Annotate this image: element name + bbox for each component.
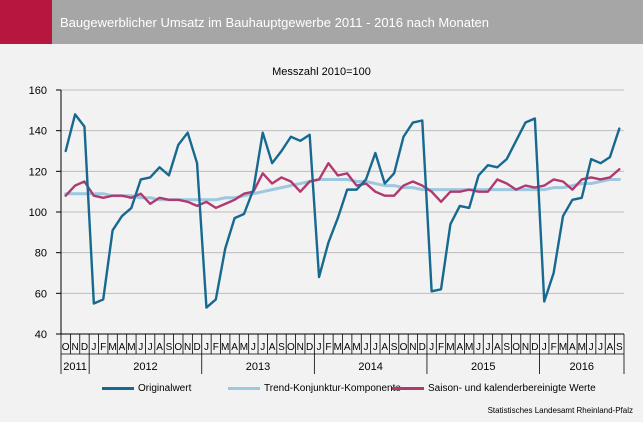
x-month-label: M (334, 342, 342, 353)
x-month-label: A (494, 342, 501, 353)
header-accent-block (0, 0, 52, 44)
y-tick-label: 120 (29, 166, 47, 178)
x-month-label: J (91, 342, 96, 353)
x-month-label: D (419, 342, 426, 353)
x-month-label: J (251, 342, 256, 353)
x-month-label: M (108, 342, 116, 353)
x-month-label: D (531, 342, 538, 353)
x-month-label: M (221, 342, 229, 353)
x-month-label: A (119, 342, 126, 353)
x-month-label: O (287, 342, 295, 353)
x-month-label: A (156, 342, 163, 353)
y-tick-label: 60 (35, 288, 47, 300)
x-year-label: 2014 (358, 361, 382, 373)
y-tick-label: 80 (35, 248, 47, 260)
x-month-label: J (429, 342, 434, 353)
x-month-label: F (325, 342, 331, 353)
legend-label-trend: Trend-Konjunktur-Komponente (264, 383, 401, 394)
y-tick-label: 160 (29, 85, 47, 97)
legend-swatch-originalwert (102, 387, 134, 390)
legend-item-trend: Trend-Konjunktur-Komponente (228, 383, 401, 394)
x-month-label: A (456, 342, 463, 353)
x-year-label: 2016 (570, 361, 594, 373)
x-month-label: S (616, 342, 623, 353)
chart-subtitle: Messzahl 2010=100 (272, 66, 371, 78)
legend-label-originalwert: Originalwert (138, 383, 192, 394)
legend-item-saison: Saison- und kalenderbereinigte Werte (392, 383, 596, 394)
x-month-label: A (269, 342, 276, 353)
x-month-label: N (522, 342, 529, 353)
source-note: Statistisches Landesamt Rheinland-Pfalz (487, 406, 633, 415)
y-tick-label: 100 (29, 207, 47, 219)
x-month-label: N (184, 342, 191, 353)
x-month-label: A (569, 342, 576, 353)
x-month-label: O (400, 342, 408, 353)
x-month-label: O (512, 342, 520, 353)
x-year-label: 2011 (63, 361, 87, 373)
x-month-label: J (373, 342, 378, 353)
x-month-label: J (598, 342, 603, 353)
x-month-label: N (71, 342, 78, 353)
x-month-label: J (148, 342, 153, 353)
legend-swatch-trend (228, 387, 260, 390)
x-month-label: J (204, 342, 209, 353)
x-month-label: M (127, 342, 135, 353)
x-month-label: M (559, 342, 567, 353)
legend-label-saison: Saison- und kalenderbereinigte Werte (428, 383, 596, 394)
x-month-label: M (446, 342, 454, 353)
x-month-label: J (589, 342, 594, 353)
series-line-saison (64, 161, 621, 210)
x-month-label: A (344, 342, 351, 353)
x-month-label: S (278, 342, 285, 353)
x-month-label: O (174, 342, 182, 353)
x-month-label: S (391, 342, 398, 353)
x-month-label: J (363, 342, 368, 353)
x-month-label: A (381, 342, 388, 353)
x-month-label: N (409, 342, 416, 353)
x-month-label: O (62, 342, 70, 353)
legend-item-originalwert: Originalwert (102, 383, 191, 394)
x-month-label: J (260, 342, 265, 353)
chart-title: Baugewerblicher Umsatz im Bauhauptgewerb… (60, 14, 490, 30)
x-month-label: S (166, 342, 173, 353)
x-month-label: F (551, 342, 557, 353)
x-month-label: J (542, 342, 547, 353)
y-tick-label: 140 (29, 126, 47, 138)
x-month-label: M (465, 342, 473, 353)
header-bar: Baugewerblicher Umsatz im Bauhauptgewerb… (52, 0, 643, 44)
x-month-label: N (297, 342, 304, 353)
x-month-label: F (100, 342, 106, 353)
x-month-label: A (231, 342, 238, 353)
x-month-label: J (317, 342, 322, 353)
x-month-label: M (578, 342, 586, 353)
x-month-label: M (352, 342, 360, 353)
x-month-label: J (476, 342, 481, 353)
legend-swatch-saison (392, 387, 424, 390)
x-month-label: D (193, 342, 200, 353)
x-month-label: F (213, 342, 219, 353)
x-month-label: J (485, 342, 490, 353)
series-line-originalwert (64, 113, 621, 309)
x-month-label: M (240, 342, 248, 353)
x-year-label: 2013 (246, 361, 270, 373)
x-month-label: D (306, 342, 313, 353)
x-month-label: F (438, 342, 444, 353)
x-month-label: D (81, 342, 88, 353)
x-month-label: J (138, 342, 143, 353)
x-year-label: 2015 (471, 361, 495, 373)
y-tick-label: 40 (35, 329, 47, 341)
x-month-label: S (503, 342, 510, 353)
x-month-label: A (607, 342, 614, 353)
x-year-label: 2012 (133, 361, 157, 373)
